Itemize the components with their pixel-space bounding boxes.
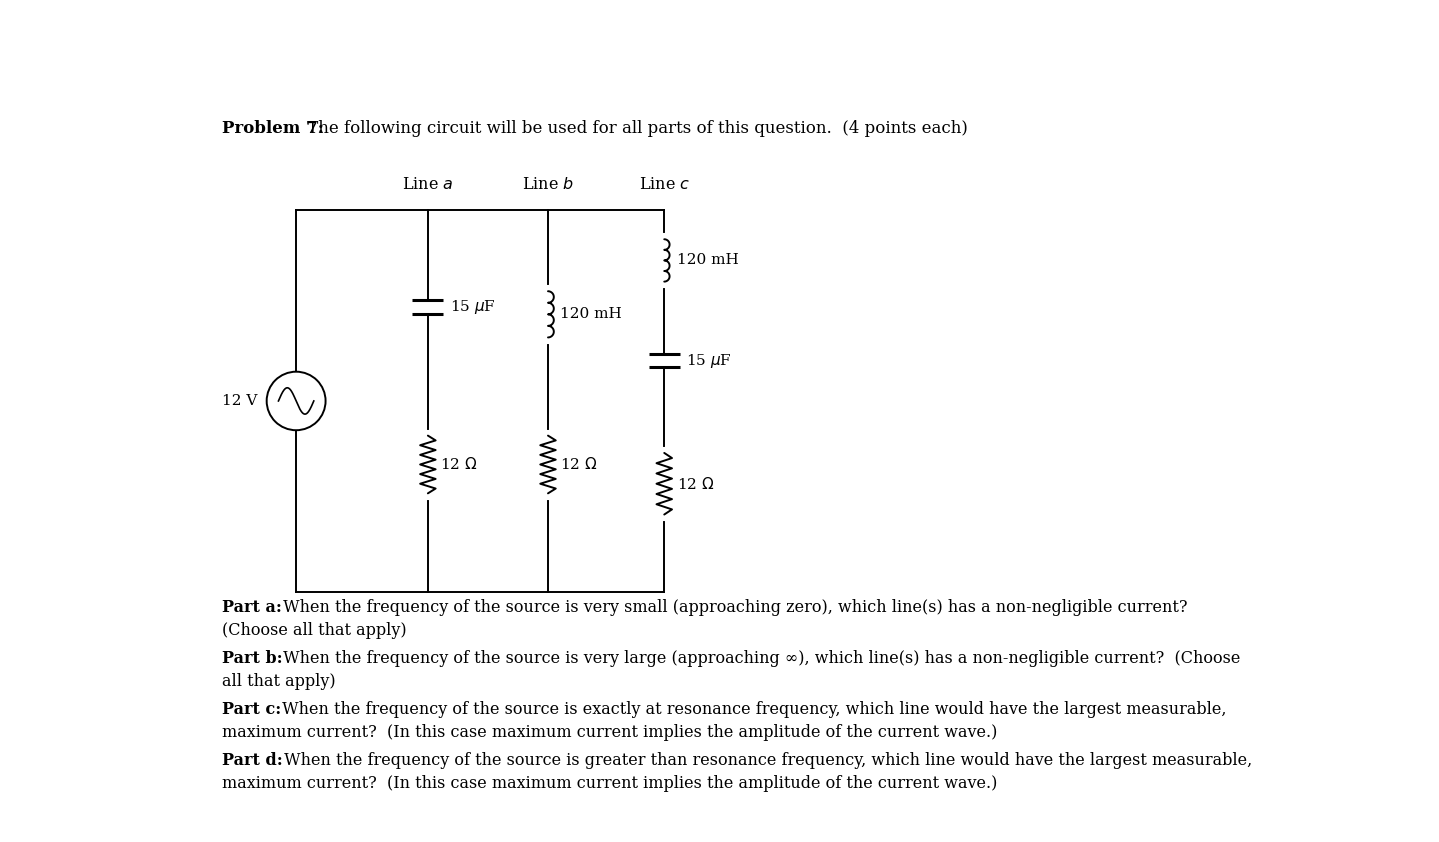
Text: Part c:: Part c: xyxy=(223,701,282,718)
Text: Part b:: Part b: xyxy=(223,650,283,667)
Text: (Choose all that apply): (Choose all that apply) xyxy=(223,622,407,639)
Text: Part a:: Part a: xyxy=(223,600,282,616)
Text: all that apply): all that apply) xyxy=(223,673,337,690)
Text: 15 $\mu$F: 15 $\mu$F xyxy=(449,297,495,316)
Text: When the frequency of the source is very large (approaching ∞), which line(s) ha: When the frequency of the source is very… xyxy=(278,650,1240,667)
Text: 15 $\mu$F: 15 $\mu$F xyxy=(686,351,732,370)
Text: When the frequency of the source is exactly at resonance frequency, which line w: When the frequency of the source is exac… xyxy=(276,701,1226,718)
Text: When the frequency of the source is greater than resonance frequency, which line: When the frequency of the source is grea… xyxy=(279,752,1252,769)
Text: 12 $\Omega$: 12 $\Omega$ xyxy=(676,476,714,492)
Text: 120 mH: 120 mH xyxy=(676,253,738,268)
Text: Problem 7:: Problem 7: xyxy=(223,120,324,136)
Text: When the frequency of the source is very small (approaching zero), which line(s): When the frequency of the source is very… xyxy=(278,600,1187,616)
Text: 12 $\Omega$: 12 $\Omega$ xyxy=(440,456,478,472)
Text: maximum current?  (In this case maximum current implies the amplitude of the cur: maximum current? (In this case maximum c… xyxy=(223,775,997,791)
Text: Line $a$: Line $a$ xyxy=(401,177,453,194)
Text: 12 $\Omega$: 12 $\Omega$ xyxy=(560,456,597,472)
Text: 120 mH: 120 mH xyxy=(560,307,622,322)
Text: 12 V: 12 V xyxy=(222,394,258,408)
Text: maximum current?  (In this case maximum current implies the amplitude of the cur: maximum current? (In this case maximum c… xyxy=(223,724,997,741)
Text: Line $b$: Line $b$ xyxy=(522,177,574,194)
Text: The following circuit will be used for all parts of this question.  (4 points ea: The following circuit will be used for a… xyxy=(302,120,967,136)
Text: Part d:: Part d: xyxy=(223,752,283,769)
Text: Line $c$: Line $c$ xyxy=(639,177,689,194)
